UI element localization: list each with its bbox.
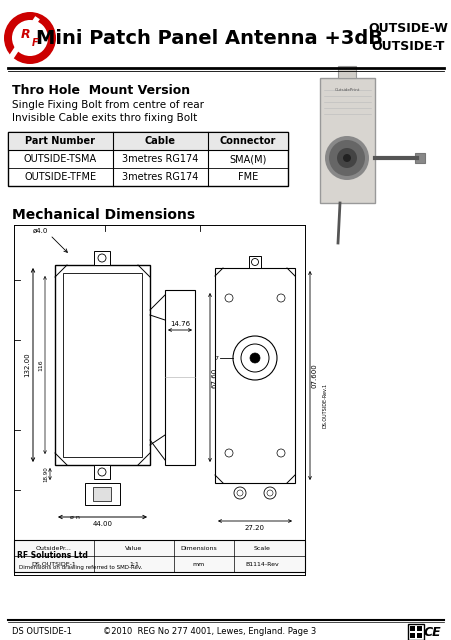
Bar (93, 487, 111, 501)
Bar (416, 633, 421, 638)
Text: OUTSIDE-TFME: OUTSIDE-TFME (24, 172, 97, 182)
Text: Connector: Connector (219, 136, 276, 146)
Text: Value: Value (125, 545, 143, 550)
Circle shape (4, 12, 56, 64)
Text: 67.60: 67.60 (212, 367, 217, 388)
Bar (8, 132, 287, 186)
Text: 18.90: 18.90 (43, 466, 48, 482)
Circle shape (98, 468, 106, 476)
Circle shape (251, 259, 258, 266)
Text: 132.00: 132.00 (24, 353, 30, 378)
Circle shape (324, 136, 368, 180)
Text: mm: mm (193, 561, 205, 566)
Text: Invisible Cable exits thro fixing Bolt: Invisible Cable exits thro fixing Bolt (12, 113, 197, 123)
Text: Cable: Cable (145, 136, 175, 146)
Circle shape (240, 344, 268, 372)
Bar (407, 624, 423, 640)
Bar (414, 153, 424, 163)
Circle shape (236, 490, 243, 496)
Bar (14, 540, 304, 572)
Text: RF Solutions Ltd: RF Solutions Ltd (17, 552, 87, 561)
Text: FME: FME (237, 172, 258, 182)
Text: Dimensions: Dimensions (180, 545, 217, 550)
Bar (416, 626, 421, 631)
Text: OUTSIDE-W: OUTSIDE-W (367, 22, 447, 35)
Text: Scale: Scale (253, 545, 270, 550)
Bar (409, 626, 414, 631)
Text: B1114-Rev: B1114-Rev (244, 561, 278, 566)
Text: 07.600: 07.600 (311, 363, 318, 388)
Circle shape (12, 20, 48, 56)
Text: OutsidePr...: OutsidePr... (36, 545, 72, 550)
Circle shape (276, 294, 285, 302)
Text: DS.OUTSIDE-Rev.1: DS.OUTSIDE-Rev.1 (322, 383, 327, 428)
Bar (8, 132, 287, 150)
Circle shape (342, 154, 350, 162)
Text: SMA(M): SMA(M) (229, 154, 266, 164)
Circle shape (328, 140, 364, 176)
Text: 116: 116 (38, 359, 43, 371)
Bar (63, 273, 142, 457)
Text: Part Number: Part Number (25, 136, 95, 146)
Text: ø n: ø n (70, 515, 80, 520)
Circle shape (336, 148, 356, 168)
Circle shape (263, 487, 276, 499)
Circle shape (232, 336, 276, 380)
Text: Dimensions on drawing referred to SMD-Rev.: Dimensions on drawing referred to SMD-Re… (19, 565, 142, 570)
Text: 3metres RG174: 3metres RG174 (122, 172, 198, 182)
Circle shape (234, 487, 245, 499)
Circle shape (267, 490, 272, 496)
Text: Single Fixing Bolt from centre of rear: Single Fixing Bolt from centre of rear (12, 100, 203, 110)
Bar (165, 290, 194, 465)
Text: 14.76: 14.76 (170, 321, 189, 327)
Circle shape (98, 254, 106, 262)
Text: R: R (21, 29, 31, 42)
Text: F: F (32, 38, 38, 48)
Bar (94, 465, 110, 479)
Bar (337, 66, 355, 78)
Text: 27.20: 27.20 (244, 525, 264, 531)
Bar (319, 78, 374, 203)
Circle shape (225, 294, 232, 302)
Text: 1:1: 1:1 (129, 561, 138, 566)
Text: 7: 7 (213, 355, 217, 360)
Text: ©2010  REG No 277 4001, Lewes, England. Page 3: ©2010 REG No 277 4001, Lewes, England. P… (103, 627, 316, 637)
Circle shape (276, 449, 285, 457)
Bar (55, 265, 150, 465)
Circle shape (249, 353, 259, 363)
Bar (215, 268, 295, 483)
Text: OUTSIDE-TSMA: OUTSIDE-TSMA (24, 154, 97, 164)
Text: ø4.0: ø4.0 (32, 228, 48, 234)
Text: Mini Patch Panel Antenna +3dB: Mini Patch Panel Antenna +3dB (37, 29, 382, 47)
Text: 44.00: 44.00 (92, 521, 112, 527)
Text: Thro Hole  Mount Version: Thro Hole Mount Version (12, 84, 190, 97)
Text: OutsidePrint: OutsidePrint (334, 88, 359, 92)
Bar (249, 256, 260, 268)
Text: DS.OUTSIDE-1: DS.OUTSIDE-1 (32, 561, 76, 566)
Bar (409, 633, 414, 638)
Text: 3metres RG174: 3metres RG174 (122, 154, 198, 164)
Bar (94, 251, 110, 265)
Text: CE: CE (422, 625, 440, 639)
Text: OUTSIDE-T: OUTSIDE-T (370, 40, 444, 52)
Bar (85, 483, 120, 505)
Text: Mechanical Dimensions: Mechanical Dimensions (12, 208, 195, 222)
Text: DS OUTSIDE-1: DS OUTSIDE-1 (12, 627, 72, 637)
Circle shape (225, 449, 232, 457)
